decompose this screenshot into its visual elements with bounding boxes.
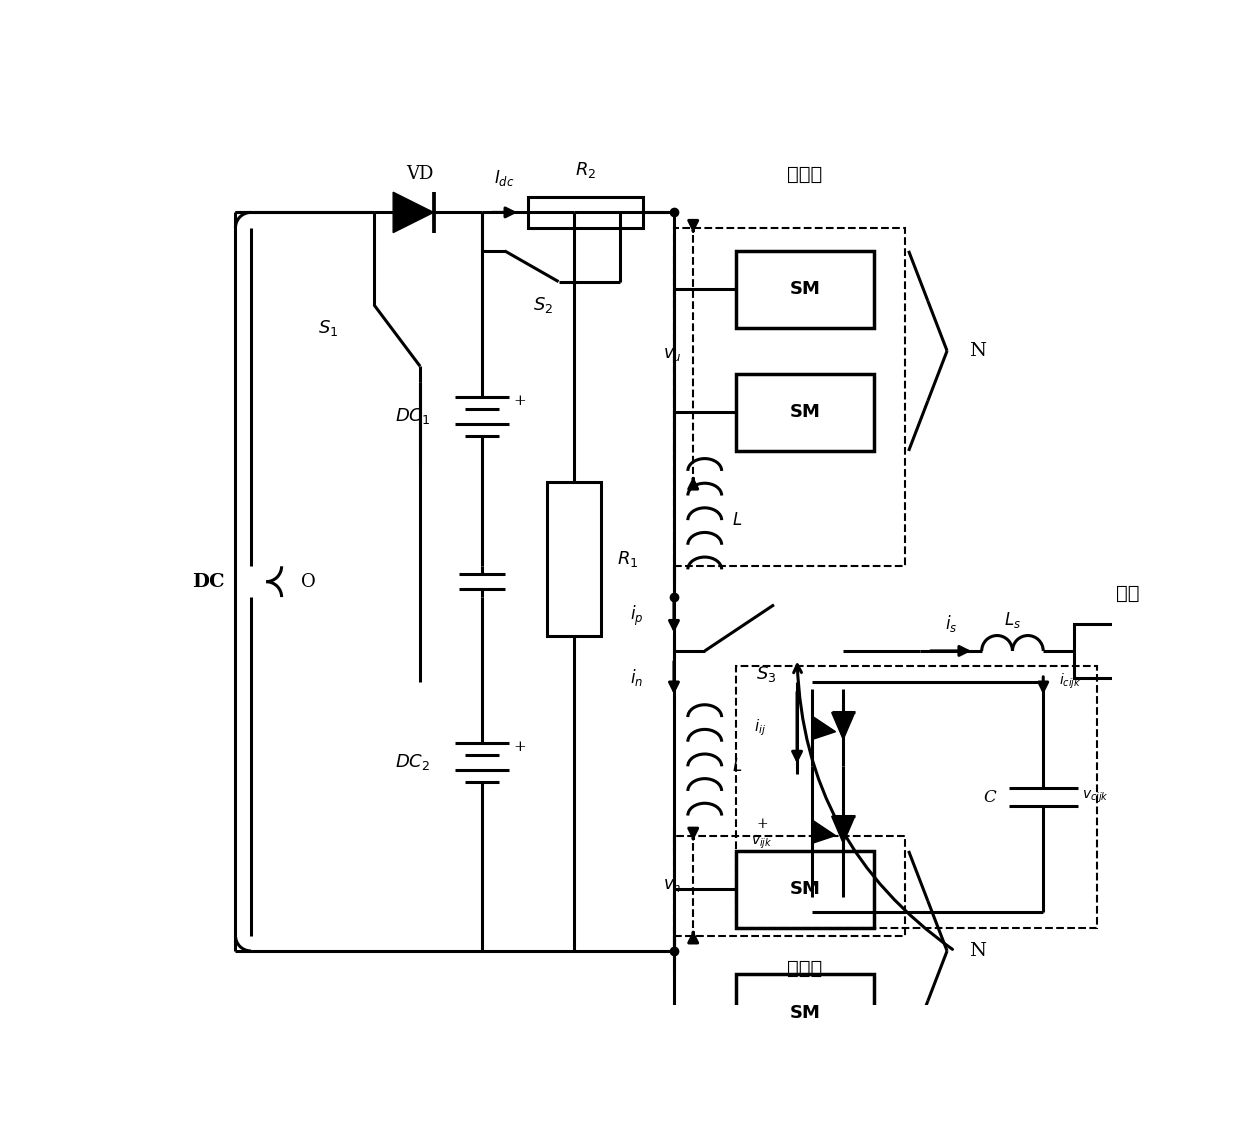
Text: $i_{ij}$: $i_{ij}$ xyxy=(754,718,766,738)
Polygon shape xyxy=(832,712,854,739)
Bar xyxy=(675,228,905,567)
Bar xyxy=(735,251,874,327)
Text: $i_s$: $i_s$ xyxy=(945,613,957,634)
Text: $S_3$: $S_3$ xyxy=(756,664,776,684)
Text: SM: SM xyxy=(790,881,820,899)
Text: $I_{dc}$: $I_{dc}$ xyxy=(495,168,515,187)
Bar xyxy=(528,198,644,228)
Text: +: + xyxy=(756,817,769,831)
Polygon shape xyxy=(812,820,836,843)
Text: +: + xyxy=(513,741,527,754)
Text: C: C xyxy=(983,788,996,806)
Text: $v_n$: $v_n$ xyxy=(663,877,682,894)
Polygon shape xyxy=(832,816,854,843)
Text: $L$: $L$ xyxy=(732,511,742,528)
Text: +: + xyxy=(513,394,527,408)
Text: $L_s$: $L_s$ xyxy=(1004,610,1021,630)
Text: VD: VD xyxy=(407,165,434,183)
Text: $i_p$: $i_p$ xyxy=(630,604,644,629)
Text: $i_n$: $i_n$ xyxy=(630,667,644,689)
Text: $R_1$: $R_1$ xyxy=(618,549,639,569)
Bar xyxy=(735,974,874,1051)
Text: 上桥臂: 上桥臂 xyxy=(787,165,822,183)
Text: N: N xyxy=(970,342,986,360)
Bar xyxy=(1074,624,1182,677)
Text: $S_2$: $S_2$ xyxy=(533,295,553,315)
Bar xyxy=(735,374,874,450)
Text: $v_{cijk}$: $v_{cijk}$ xyxy=(1081,789,1109,805)
Text: O: O xyxy=(301,572,316,590)
Bar xyxy=(547,482,601,636)
Text: $DC_2$: $DC_2$ xyxy=(394,752,430,772)
Text: $L$: $L$ xyxy=(732,758,742,774)
Text: $R_2$: $R_2$ xyxy=(575,160,596,181)
Polygon shape xyxy=(393,192,434,233)
Polygon shape xyxy=(812,716,836,739)
Text: $S_1$: $S_1$ xyxy=(317,317,339,338)
Text: 负载: 负载 xyxy=(1116,584,1140,603)
Text: SM: SM xyxy=(790,403,820,421)
Text: SM: SM xyxy=(790,1004,820,1022)
Bar xyxy=(735,851,874,928)
Text: $v_u$: $v_u$ xyxy=(663,347,682,364)
Text: $i_{cijk}$: $i_{cijk}$ xyxy=(1059,672,1081,691)
Text: $DC_1$: $DC_1$ xyxy=(394,406,430,427)
Text: SM: SM xyxy=(790,280,820,298)
Text: DC: DC xyxy=(192,572,224,590)
Bar xyxy=(735,666,1097,928)
Text: N: N xyxy=(970,942,986,960)
Text: $v_{ijk}$: $v_{ijk}$ xyxy=(751,835,773,851)
Bar xyxy=(675,835,905,936)
Text: 下桥臂: 下桥臂 xyxy=(787,959,822,978)
